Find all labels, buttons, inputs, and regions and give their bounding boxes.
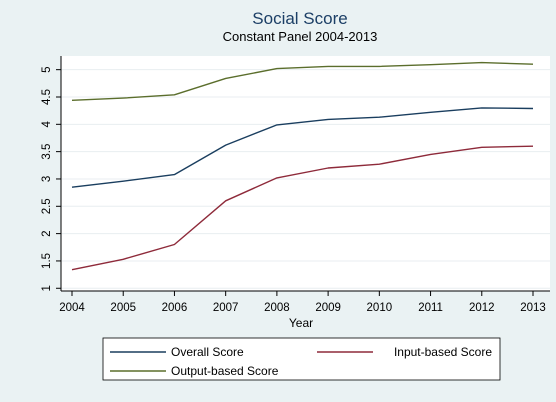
x-tick-label: 2005 bbox=[110, 302, 136, 314]
x-tick-label: 2004 bbox=[59, 302, 85, 314]
series-lines bbox=[71, 61, 534, 271]
legend-label-1: Overall Score bbox=[171, 345, 244, 359]
x-tick-label: 2007 bbox=[213, 302, 239, 314]
y-tick-label: 4 bbox=[41, 121, 53, 128]
y-tick-label: 2 bbox=[41, 230, 53, 236]
plot-area bbox=[61, 56, 550, 291]
x-tick-label: 2012 bbox=[469, 302, 495, 314]
chart-title: Social Score bbox=[252, 9, 347, 28]
y-tick-label: 1.5 bbox=[41, 253, 53, 269]
x-tick-label: 2006 bbox=[162, 302, 188, 314]
y-tick-label: 1 bbox=[41, 285, 53, 291]
x-axis-label: Year bbox=[289, 316, 313, 330]
y-tick-label: 2.5 bbox=[41, 198, 53, 214]
y-tick-label: 4.5 bbox=[41, 89, 53, 105]
y-tick-label: 3.5 bbox=[41, 144, 53, 160]
series-line-3 bbox=[71, 61, 534, 101]
series-line-2 bbox=[71, 145, 534, 271]
y-tick-label: 5 bbox=[41, 66, 53, 72]
x-tick-label: 2008 bbox=[264, 302, 290, 314]
x-tick-label: 2010 bbox=[367, 302, 393, 314]
legend: Overall Score Input-based Score Output-bas… bbox=[102, 337, 501, 381]
chart-subtitle: Constant Panel 2004-2013 bbox=[223, 29, 378, 44]
legend-label-2: Input-based Score bbox=[394, 345, 492, 359]
y-tick-label: 3 bbox=[41, 176, 53, 182]
x-tick-label: 2009 bbox=[315, 302, 341, 314]
x-tick-label: 2013 bbox=[520, 302, 546, 314]
legend-label-3: Output-based Score bbox=[171, 364, 279, 378]
x-axis: 2004 2005 2006 2007 2008 2009 2010 2011 2012 2013 bbox=[59, 290, 550, 314]
legend-box bbox=[102, 337, 501, 381]
x-tick-label: 2011 bbox=[418, 302, 443, 314]
series-line-1 bbox=[71, 107, 534, 188]
y-axis: 1 1.5 2 2.5 3 3.5 4 4.5 5 bbox=[41, 56, 62, 291]
